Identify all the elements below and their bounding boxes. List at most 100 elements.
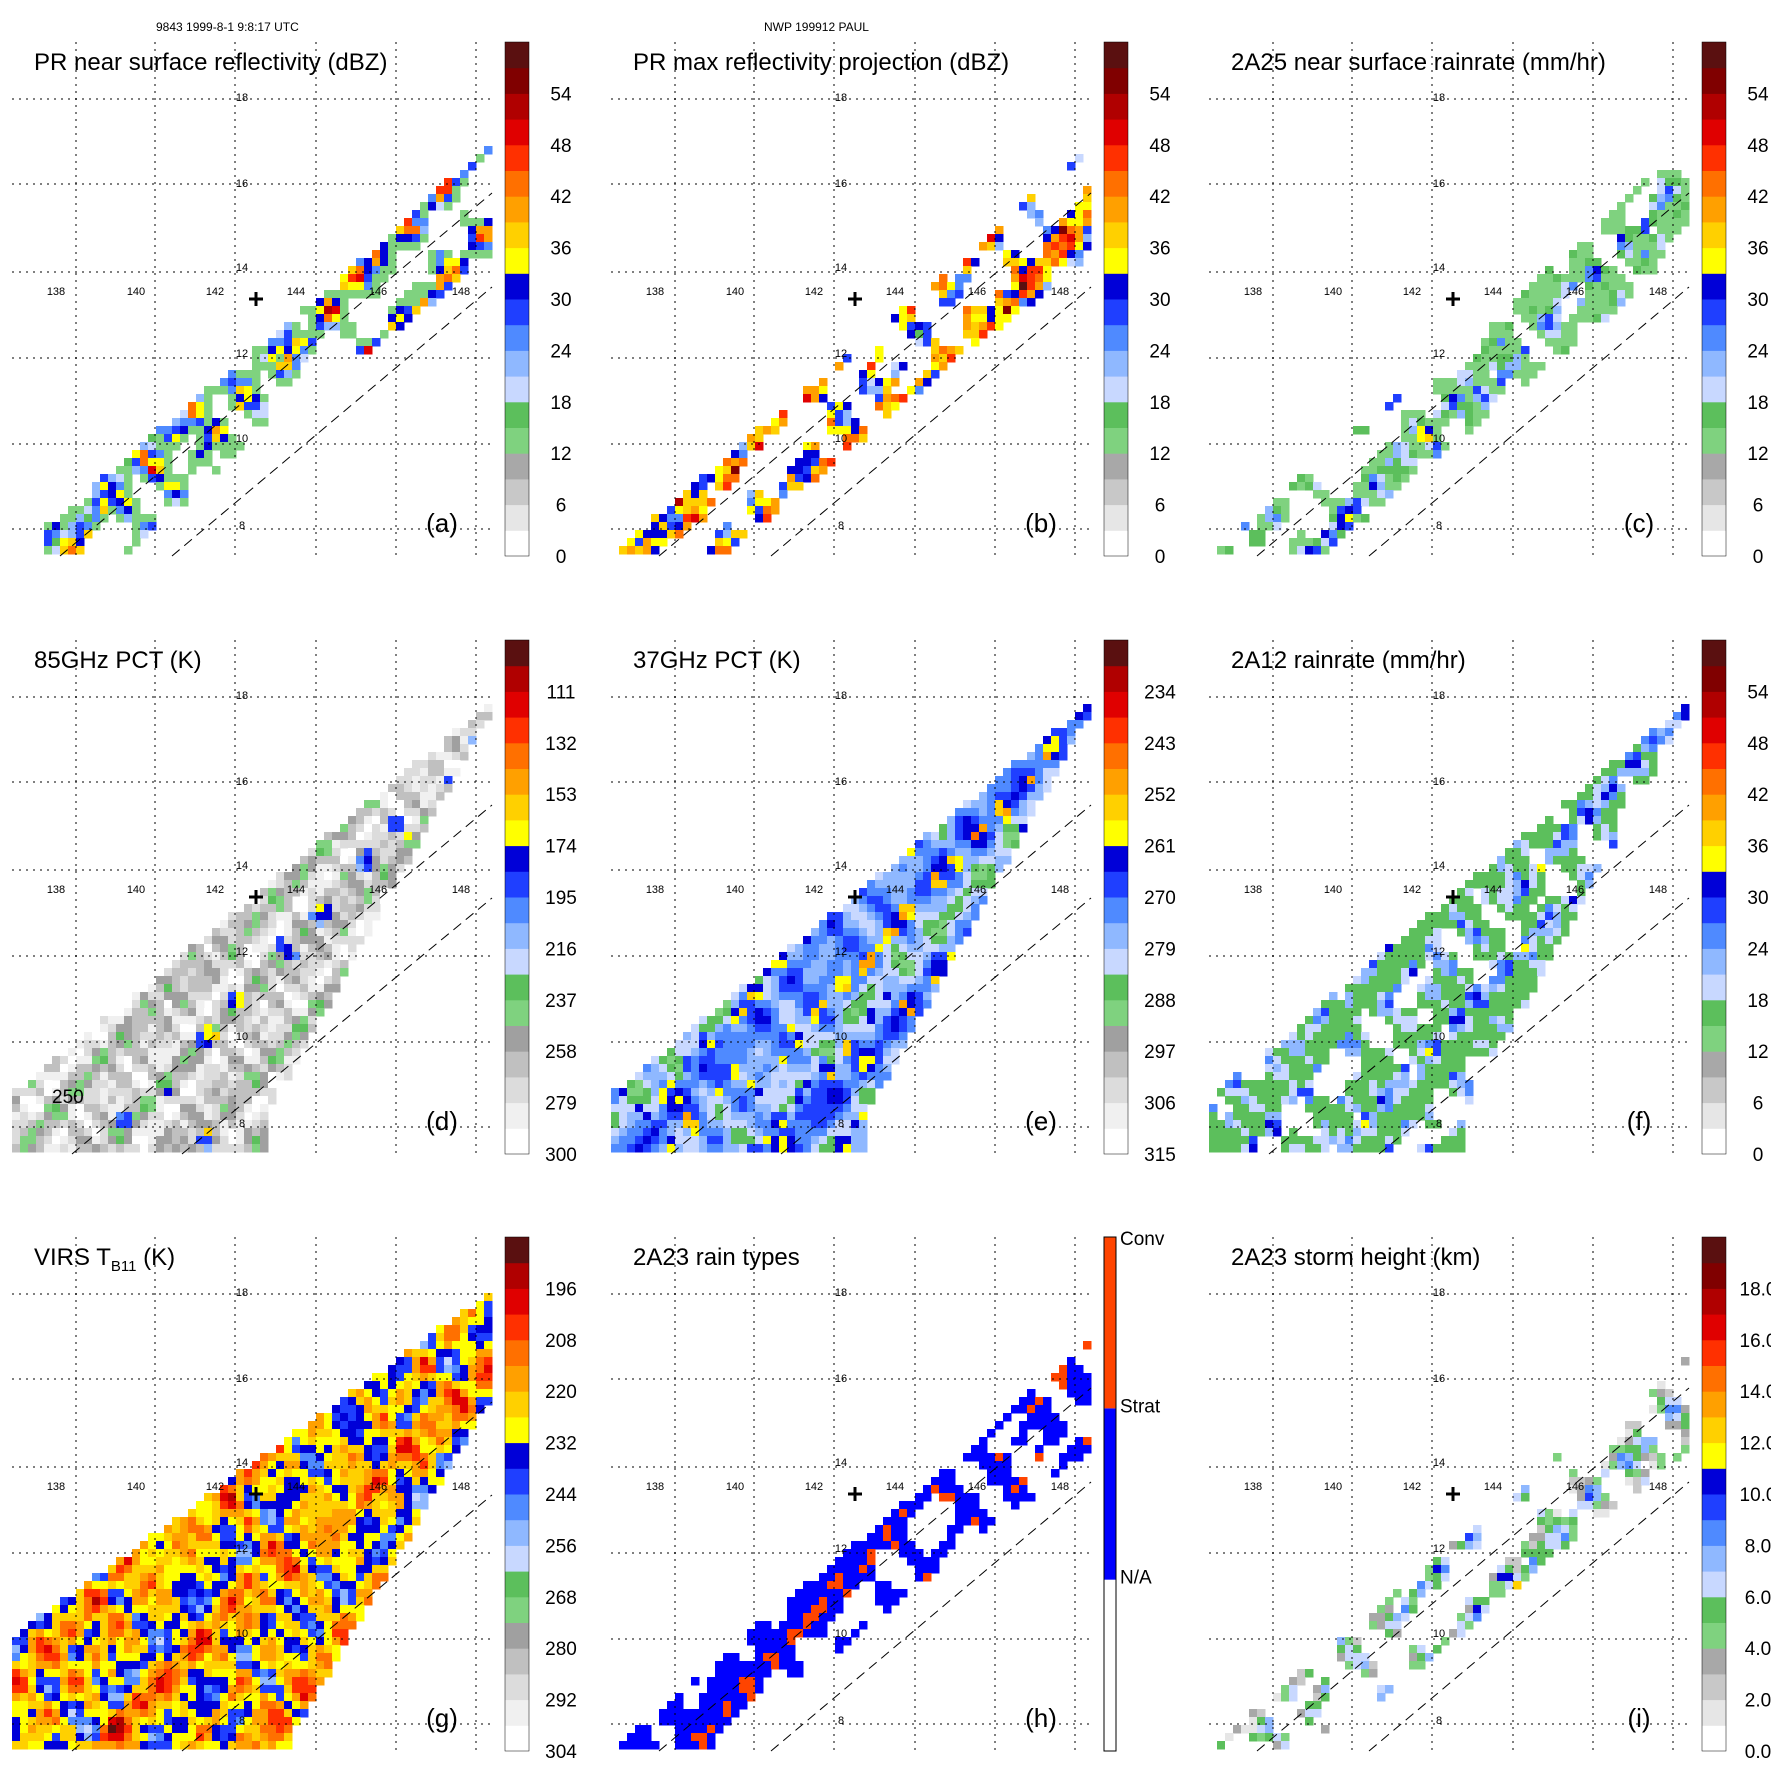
colorbar-tick-label: 12 [1747,1042,1768,1063]
colorbar-tick-label: 270 [1144,888,1176,909]
panel-h: 138 140 142 144 146 148 18 16 14 12 10 8 2A23 rain t… [611,1229,1165,1752]
storm-center-cross-icon [848,1487,862,1501]
lon-label: 148 [452,1481,470,1493]
lon-label: 140 [1324,884,1342,896]
header-left-info: 9843 1999-8-1 9:8:17 UTC [156,20,299,34]
lat-label: 12 [835,348,847,360]
colorbar-tick-label: 0.0 [1745,1742,1771,1763]
panel-b-field [619,154,1092,555]
lat-label: 10 [1433,1031,1445,1043]
lat-label: 14 [835,1457,847,1469]
lon-label: 140 [127,1481,145,1493]
colorbar-tick-label: 153 [545,785,577,806]
panel-a-grid [12,42,492,556]
lon-label: 140 [1324,1481,1342,1493]
lat-label: 8 [239,520,245,532]
lon-label: 146 [968,884,986,896]
storm-center-cross-icon [848,890,862,904]
lat-label: 8 [239,1715,245,1727]
lon-label: 144 [287,884,305,896]
colorbar-tick-label: 18 [1747,991,1768,1012]
lon-label: 146 [1566,884,1584,896]
colorbar-tick-label: 4.0 [1745,1639,1771,1660]
panel-h-title: 2A23 rain types [633,1244,800,1271]
colorbar-tick-label: 258 [545,1042,577,1063]
lon-label: 146 [968,1481,986,1493]
lat-label: 10 [1433,1628,1445,1640]
panel-f-title: 2A12 rainrate (mm/hr) [1231,647,1466,674]
colorbar-tick-label: 42 [1747,187,1768,208]
panel-a-field [44,146,493,555]
panel-b-title: PR max reflectivity projection (dBZ) [633,49,1009,76]
lon-label: 144 [886,884,904,896]
lat-label: 16 [835,776,847,788]
colorbar-tick-label: 48 [1747,136,1768,157]
panel-c-label: (c) [1624,508,1654,538]
panel-g-field [12,1293,493,1750]
colorbar-tick-label: 10.0 [1740,1485,1771,1506]
colorbar-tick-label: 12 [1149,444,1170,465]
lon-label: 140 [127,286,145,298]
colorbar-tick-label: 42 [1149,187,1170,208]
lon-label: 138 [646,884,664,896]
colorbar-tick-label: 288 [1144,991,1176,1012]
lat-label: 10 [236,433,248,445]
lat-label: 16 [1433,178,1445,190]
lon-label: 140 [726,884,744,896]
colorbar-tick-label: 30 [1149,290,1170,311]
lon-label: 148 [452,884,470,896]
colorbar-tick-label: 195 [545,888,577,909]
colorbar-tick-label: 54 [550,84,572,105]
panel-h-field [619,1341,1092,1750]
panel-h-grid [611,1237,1091,1751]
colorbar-tick-label: 220 [545,1382,577,1403]
panel-b: 138 140 142 144 146 148 18 16 14 12 10 8 PR max refl… [611,41,1171,568]
panel-a-swath-edges [59,192,493,557]
lat-label: 14 [236,262,248,274]
lat-label: 10 [236,1031,248,1043]
colorbar-tick-label: 8.0 [1745,1536,1771,1557]
panel-h-swath-edges [658,1387,1092,1752]
lon-label: 148 [1051,1481,1069,1493]
colorbar-tick-label: 12.0 [1740,1434,1771,1455]
panel-h-colorbar: N/A Strat Conv [1103,1229,1165,1752]
colorbar-tick-label: 6.0 [1745,1588,1771,1609]
colorbar-tick-label: 12 [550,444,571,465]
colorbar-tick-label: 6 [1155,496,1166,517]
storm-center-cross-icon [249,890,263,904]
lon-label: 144 [886,286,904,298]
lat-label: 14 [835,860,847,872]
colorbar-tick-label: 54 [1149,84,1171,105]
panel-c-colorbar: 0 6 12 18 24 30 36 42 48 54 [1701,41,1769,568]
lat-label: 8 [1436,1118,1442,1130]
lon-label: 144 [1484,286,1502,298]
colorbar-tick-label: 216 [545,939,577,960]
lon-label: 148 [452,286,470,298]
panel-d: 138 140 142 144 146 148 18 16 14 12 10 8 250 85GHz PC… [12,639,577,1166]
colorbar-tick-label: 30 [1747,888,1768,909]
colorbar-tick-label: 24 [1747,939,1769,960]
lat-label: 12 [236,946,248,958]
colorbar-tick-label: 24 [550,341,572,362]
colorbar-tick-label: 30 [550,290,571,311]
lon-label: 142 [206,286,224,298]
panel-a-colorbar: 0 6 12 18 24 30 36 42 48 54 [504,41,572,568]
colorbar-tick-label: 18 [1747,393,1768,414]
colorbar-tick-label: 48 [1747,734,1768,755]
colorbar-tick-label: 196 [545,1279,577,1300]
lon-label: 148 [1649,884,1667,896]
panel-c-title: 2A25 near surface rainrate (mm/hr) [1231,49,1606,76]
panel-f-swath-edges [1268,804,1690,1155]
colorbar-tick-label: 36 [1149,239,1170,260]
colorbar-tick-label: 261 [1144,837,1176,858]
lon-label: 142 [805,1481,823,1493]
panel-e: 138 140 142 144 146 148 18 16 14 12 10 8 37GHz PCT (… [611,639,1176,1166]
colorbar-tick-label: 244 [545,1485,577,1506]
colorbar-tick-label: 18 [1149,393,1170,414]
panel-c-field [1217,170,1690,555]
panel-g: 138 140 142 144 146 148 18 16 14 12 10 8 VIRS TB11 (… [12,1236,577,1763]
colorbar-tick-label: 268 [545,1588,577,1609]
panel-i-title: 2A23 storm height (km) [1231,1244,1480,1271]
colorbar-tick-label: 30 [1747,290,1768,311]
